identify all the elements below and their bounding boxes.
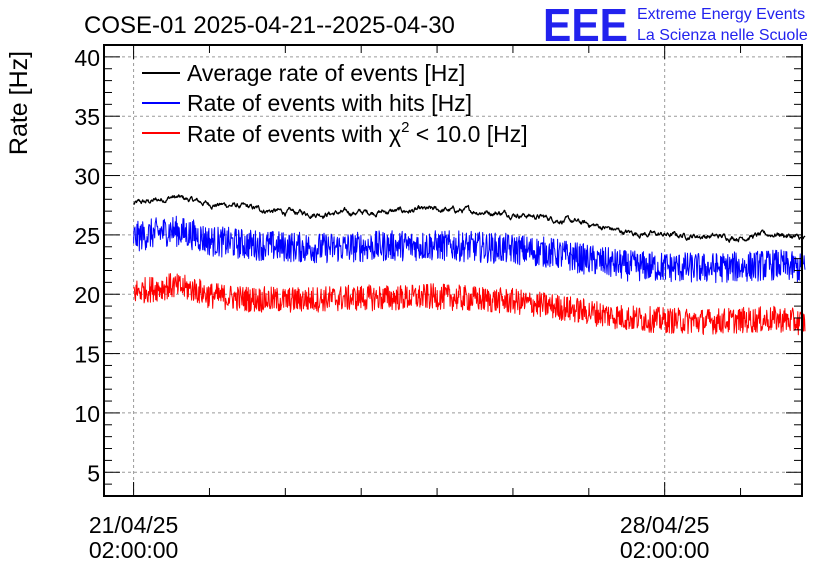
logo-line2: La Scienza nelle Scuole bbox=[637, 27, 808, 44]
y-tick-label-15: 15 bbox=[74, 342, 100, 368]
series-line-0 bbox=[133, 194, 806, 243]
y-tick-label-20: 20 bbox=[74, 282, 100, 308]
y-tick-label-40: 40 bbox=[74, 45, 100, 71]
x-tick-date-0: 21/04/25 bbox=[89, 512, 179, 538]
logo-mark: EEE bbox=[543, 0, 628, 51]
legend-label-average: Average rate of events [Hz] bbox=[187, 60, 465, 86]
y-tick-label-10: 10 bbox=[74, 401, 100, 427]
series-line-2 bbox=[133, 273, 806, 336]
x-tick-time-1: 02:00:00 bbox=[620, 537, 710, 563]
logo-line1: Extreme Energy Events bbox=[637, 6, 805, 23]
chart-title: COSE-01 2025-04-21--2025-04-30 bbox=[84, 12, 455, 39]
eee-logo: EEE Extreme Energy Events La Scienza nel… bbox=[543, 0, 808, 51]
y-tick-label-30: 30 bbox=[74, 164, 100, 190]
y-ticks: 5 10 15 20 25 30 35 40 bbox=[74, 45, 100, 486]
legend-chi2-symbol: χ bbox=[389, 121, 401, 147]
legend-chi2-suffix: < 10.0 [Hz] bbox=[409, 121, 527, 147]
legend-chi2-power: 2 bbox=[401, 119, 409, 136]
legend-label-chi2: Rate of events with χ2 < 10.0 [Hz] bbox=[187, 119, 528, 147]
y-axis-label: Rate [Hz] bbox=[5, 51, 33, 155]
y-tick-label-5: 5 bbox=[87, 460, 100, 486]
series-line-1 bbox=[133, 215, 806, 284]
x-tick-date-1: 28/04/25 bbox=[620, 512, 710, 538]
y-tick-label-35: 35 bbox=[74, 104, 100, 130]
legend-chi2-prefix: Rate of events with bbox=[187, 121, 383, 147]
legend-label-hits: Rate of events with hits [Hz] bbox=[187, 90, 472, 116]
axes bbox=[103, 44, 803, 497]
x-tick-time-0: 02:00:00 bbox=[89, 537, 179, 563]
y-tick-label-25: 25 bbox=[74, 223, 100, 249]
legend: Average rate of events [Hz] Rate of even… bbox=[142, 60, 528, 147]
series-layer bbox=[133, 194, 806, 336]
